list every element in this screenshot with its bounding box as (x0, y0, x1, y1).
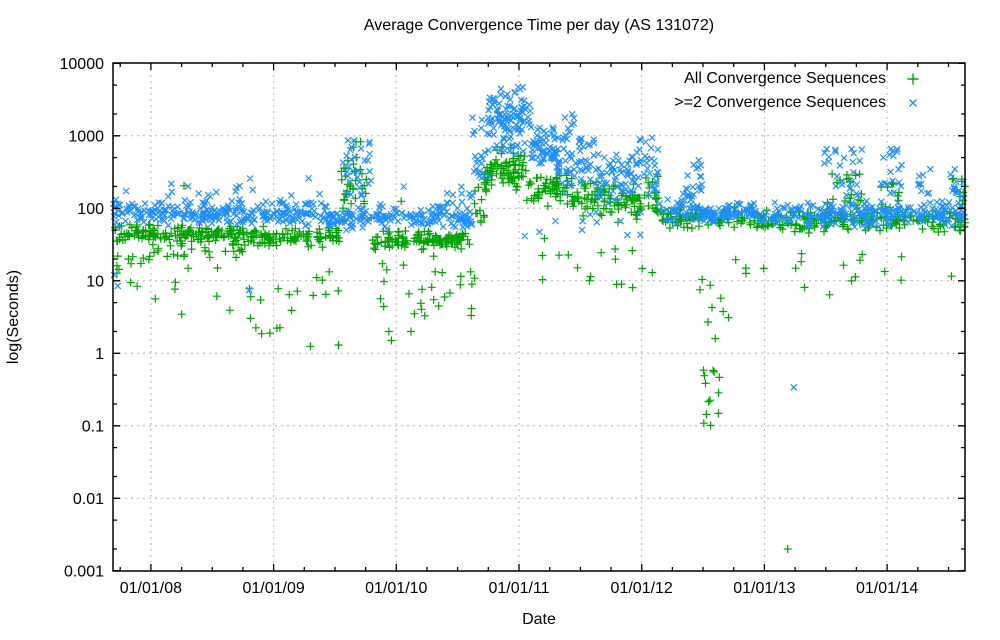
legend-item-ge2-sequences: >=2 Convergence Sequences (674, 91, 922, 114)
y-tick-label: 0.01 (73, 491, 104, 508)
y-tick-label: 0.001 (64, 563, 104, 580)
x-tick-label: 01/01/09 (242, 580, 304, 597)
data-points (110, 83, 969, 553)
x-tick-label: 01/01/08 (120, 580, 182, 597)
series-points-ge2-sequences (110, 83, 968, 391)
x-tick-label: 01/01/11 (488, 580, 549, 597)
y-tick-label: 1000 (68, 128, 104, 145)
plus-marker-icon (907, 73, 919, 84)
legend-label-ge2-sequences: >=2 Convergence Sequences (674, 93, 886, 111)
ticks-path (113, 62, 965, 572)
legend-item-all-sequences: All Convergence Sequences (674, 67, 922, 90)
x-tick-label: 01/01/13 (733, 580, 795, 597)
x-tick-label: 01/01/12 (611, 580, 673, 597)
legend: All Convergence Sequences >=2 Convergenc… (674, 67, 922, 114)
frame-rect (112, 62, 966, 572)
y-axis-label: log(Seconds) (5, 269, 22, 365)
x-tick-label: 01/01/14 (856, 580, 918, 597)
plot-frame (112, 62, 966, 572)
tick-labels: 01/01/08 01/01/09 01/01/10 01/01/11 01/01/12… (60, 56, 919, 597)
cross-marker-icon (909, 98, 917, 107)
y-tick-label: 1 (95, 346, 104, 363)
y-tick-label: 0.1 (82, 418, 104, 435)
x-axis-label: Date (522, 611, 556, 628)
axis-ticks (113, 62, 965, 572)
chart-title: Average Convergence Time per day (AS 131… (363, 17, 715, 34)
y-tick-label: 10 (86, 273, 104, 290)
x-tick-label: 01/01/10 (365, 580, 427, 597)
y-tick-label: 100 (77, 201, 104, 218)
y-tick-label: 10000 (60, 56, 105, 73)
legend-label-all-sequences: All Convergence Sequences (684, 69, 886, 87)
